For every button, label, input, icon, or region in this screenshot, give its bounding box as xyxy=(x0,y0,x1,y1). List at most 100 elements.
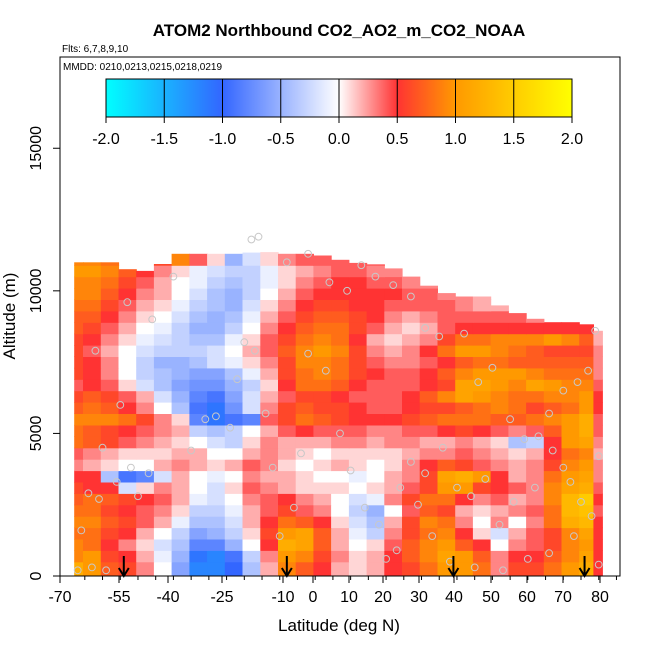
heatmap-cell xyxy=(171,379,190,392)
heatmap-cell xyxy=(384,345,403,357)
heatmap-cell xyxy=(348,345,368,357)
heatmap-cell xyxy=(366,459,385,472)
heatmap-cell xyxy=(224,356,244,369)
heatmap-cell xyxy=(189,527,208,540)
heatmap-cell xyxy=(313,504,332,517)
heatmap-cell xyxy=(242,276,261,289)
heatmap-cell xyxy=(402,333,421,346)
observation-point xyxy=(226,423,235,432)
heatmap-cell xyxy=(366,493,385,506)
heatmap-cell xyxy=(472,550,492,563)
heatmap-cell xyxy=(313,481,332,494)
heatmap-cell xyxy=(419,550,438,563)
heatmap-cell xyxy=(472,493,492,506)
heatmap-cell xyxy=(437,356,456,369)
heatmap-cell xyxy=(189,470,208,483)
heatmap-cell xyxy=(207,379,226,392)
heatmap-cell xyxy=(508,356,527,369)
heatmap-cell xyxy=(490,516,509,529)
heatmap-cell xyxy=(419,516,438,529)
heatmap-cell xyxy=(136,481,155,494)
heatmap-cell xyxy=(278,538,297,551)
colorbar-tick-label: -0.5 xyxy=(267,131,295,148)
heatmap-cell xyxy=(331,299,350,312)
heatmap-cell xyxy=(224,550,244,563)
heatmap-cell xyxy=(526,504,545,517)
heatmap-cell xyxy=(348,447,368,460)
heatmap-cell xyxy=(242,299,261,312)
heatmap-cell xyxy=(224,504,244,517)
heatmap-cell xyxy=(455,296,474,300)
observation-point xyxy=(144,469,153,478)
heatmap-cell xyxy=(171,561,190,576)
heatmap-cell xyxy=(472,299,492,312)
heatmap-cell xyxy=(207,390,226,403)
heatmap-cell xyxy=(348,367,368,380)
heatmap-cell xyxy=(207,322,226,335)
x-tick-label: -55 xyxy=(107,589,130,606)
heatmap-cell xyxy=(74,390,84,403)
heatmap-cell xyxy=(526,550,545,563)
heatmap-cell xyxy=(153,561,173,576)
heatmap-cell xyxy=(348,481,368,494)
heatmap-cell xyxy=(100,413,120,426)
heatmap-cell xyxy=(490,310,509,323)
observation-point xyxy=(375,520,383,529)
heatmap-cell xyxy=(543,538,563,551)
heatmap-cell xyxy=(579,516,594,529)
heatmap-cell xyxy=(100,333,120,346)
heatmap-cell xyxy=(74,379,84,392)
heatmap-cell xyxy=(153,424,173,437)
observation-point xyxy=(116,401,125,409)
heatmap-cell xyxy=(136,516,155,529)
heatmap-cell xyxy=(508,516,527,529)
heatmap-cell xyxy=(153,459,173,472)
heatmap-cell xyxy=(278,470,297,483)
heatmap-cell xyxy=(593,367,603,380)
heatmap-cell xyxy=(455,379,474,392)
heatmap-cell xyxy=(136,390,155,403)
heatmap-cell xyxy=(331,379,350,392)
heatmap-cell xyxy=(366,436,385,449)
heatmap-cell xyxy=(331,367,350,380)
heatmap-cell xyxy=(83,265,102,278)
heatmap-cell xyxy=(593,504,603,517)
heatmap-cell xyxy=(437,390,456,403)
heatmap-cell xyxy=(455,481,474,494)
heatmap-cell xyxy=(207,356,226,369)
heatmap-cell xyxy=(508,333,527,346)
heatmap-cell xyxy=(242,493,261,506)
heatmap-cell xyxy=(490,527,509,540)
heatmap-cell xyxy=(278,516,297,529)
heatmap-cell xyxy=(366,413,385,426)
observation-point xyxy=(467,492,476,501)
heatmap-cell xyxy=(100,516,120,529)
heatmap-cell xyxy=(278,379,297,392)
heatmap-cell xyxy=(153,322,173,335)
observation-point xyxy=(389,281,398,290)
heatmap-cell xyxy=(278,322,297,335)
heatmap-cell xyxy=(207,550,226,563)
heatmap-cell xyxy=(419,470,438,483)
heatmap-cell xyxy=(508,493,527,506)
heatmap-cell xyxy=(260,345,279,357)
colorbar-tick-label: 1.0 xyxy=(444,131,466,148)
heatmap-cell xyxy=(331,481,350,494)
heatmap-cell xyxy=(278,299,297,312)
heatmap-cell xyxy=(74,538,84,551)
heatmap-cell xyxy=(153,299,173,312)
heatmap-cell xyxy=(189,333,208,346)
heatmap-cell xyxy=(224,516,244,529)
heatmap-cell xyxy=(153,413,173,426)
heatmap-cell xyxy=(348,402,368,414)
heatmap-cell xyxy=(402,356,421,369)
heatmap-cell xyxy=(419,402,438,414)
heatmap-cell xyxy=(331,538,350,551)
heatmap-cell xyxy=(171,288,190,300)
heatmap-cell xyxy=(526,493,545,506)
heatmap-cell xyxy=(593,345,603,357)
heatmap-cell xyxy=(472,470,492,483)
heatmap-cell xyxy=(136,527,155,540)
heatmap-cell xyxy=(295,322,314,335)
heatmap-cell xyxy=(224,265,244,278)
